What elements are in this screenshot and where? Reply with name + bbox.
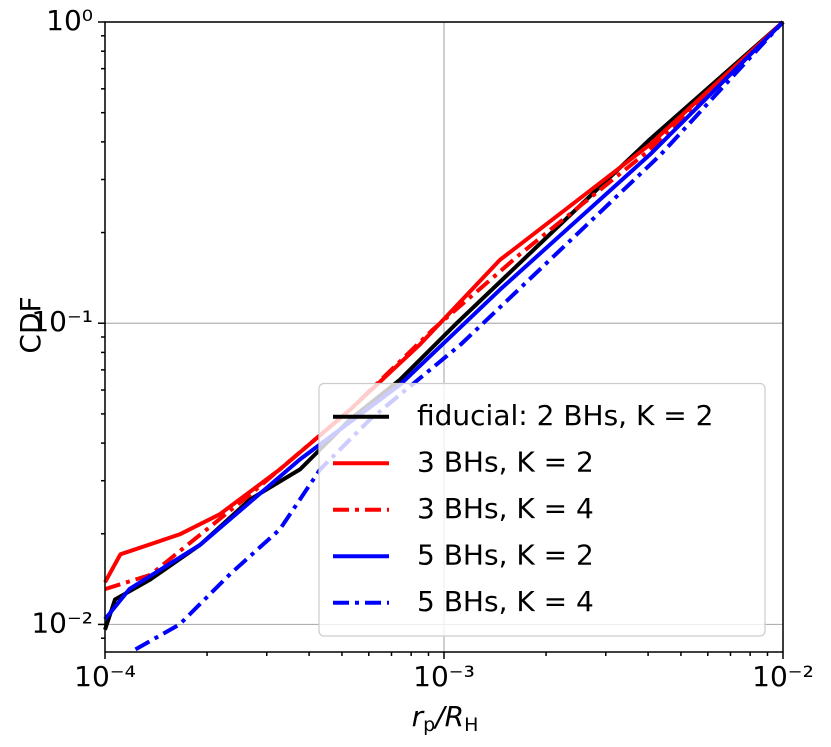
x-label-part: H [464, 714, 478, 736]
legend-box [318, 382, 766, 637]
legend-label: 5 BHs, K = 4 [417, 585, 594, 618]
x-label-part: /R [432, 700, 464, 733]
legend-label: 3 BHs, K = 2 [417, 445, 594, 478]
x-tick-label: 10⁻³ [413, 660, 475, 693]
y-tick-label: 10⁻² [31, 606, 93, 639]
legend-label: 3 BHs, K = 4 [417, 492, 594, 525]
y-axis-label: CDF [14, 296, 47, 353]
x-tick-label: 10⁻⁴ [74, 660, 136, 693]
legend: fiducial: 2 BHs, K = 2 3 BHs, K = 2 3 BHs,… [318, 382, 766, 637]
series-line [104, 20, 785, 592]
x-label-part: r [412, 700, 425, 733]
x-label-part: p [423, 714, 435, 736]
x-tick-label: 10⁻² [752, 660, 814, 693]
y-tick-label: 10⁰ [46, 4, 93, 37]
legend-label: fiducial: 2 BHs, K = 2 [417, 399, 713, 432]
legend-label: 5 BHs, K = 2 [417, 538, 594, 571]
y-tick-label: 10⁻¹ [31, 305, 93, 338]
x-axis-label: rp/RH [412, 700, 479, 736]
